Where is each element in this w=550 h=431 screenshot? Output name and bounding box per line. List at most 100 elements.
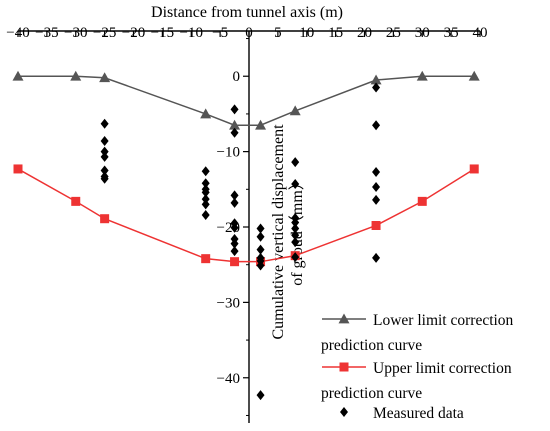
data-point [100,136,109,147]
x-tick-label: 0 [245,25,253,41]
series-1 [12,70,480,130]
series-2 [13,164,479,267]
legend-marker [339,362,349,372]
legend-label: prediction curve [321,385,422,402]
data-point [100,165,109,176]
data-point [230,104,239,115]
data-point [372,82,381,93]
x-tick-label: −10 [180,25,203,41]
legend-label: Measured data [373,405,464,422]
data-point [100,214,110,224]
data-point [291,223,300,234]
x-tick-label: −25 [93,25,116,41]
data-point [370,74,382,85]
data-point [372,166,381,177]
x-tick-label: 5 [274,25,282,41]
legend-label: prediction curve [321,337,422,354]
data-point [201,187,210,198]
data-point [256,390,265,401]
series-layer [12,70,480,401]
tick-marks [17,31,481,416]
legend-marker [340,407,348,417]
data-point [100,146,109,157]
data-point [372,194,381,205]
x-tick-label: 15 [328,25,343,41]
y-axis-title: Cumulative vertical displacement of grou… [270,120,306,340]
data-point [291,179,300,190]
data-point [230,246,239,257]
data-point [13,164,23,174]
data-point [70,70,82,81]
data-point [230,190,239,201]
data-point [71,196,81,206]
series-3 [100,82,381,401]
tick-labels: −40 −35 −30 −25 −20 −15 −10 −5 0 5 10 15 20 25 30 35 40 0… [6,25,487,387]
legend-item-1: Lower limit correction prediction curve [321,312,514,354]
data-point [99,72,111,83]
legend-marker [338,313,350,324]
series-line [18,75,475,126]
data-point [372,252,381,263]
data-point [200,108,212,119]
data-point [12,70,24,81]
x-tick-label: −15 [151,25,174,41]
data-point [201,254,211,264]
x-tick-label: 30 [415,25,430,41]
data-point [230,222,239,233]
data-point [291,230,300,241]
x-tick-label: 20 [357,25,372,41]
data-point [201,209,210,220]
data-point [201,199,210,210]
series-line [17,168,475,263]
y-tick-label: −30 [217,295,240,311]
legend-item-2: Upper limit correction prediction curve [321,360,512,402]
svg-text:Cumulative vertical displaceme: Cumulative vertical displacement of grou… [270,120,306,339]
legend-item-3: Measured data [340,405,464,422]
data-point [100,118,109,129]
data-point [372,182,381,193]
x-tick-label: −40 [6,25,29,41]
data-point [229,119,241,130]
x-tick-label: −20 [122,25,145,41]
data-point [256,231,265,242]
data-point [201,194,210,205]
data-point [469,164,479,174]
data-point [256,223,265,234]
data-point [417,196,427,206]
data-point [289,105,301,116]
x-tick-label: −5 [212,25,228,41]
data-point [100,151,109,162]
x-tick-label: −30 [64,25,87,41]
data-point [291,157,300,168]
data-point [372,120,381,131]
x-tick-label: 25 [386,25,401,41]
data-point [256,260,265,271]
data-point [255,119,267,130]
x-tick-label: −35 [35,25,58,41]
y-tick-label: 0 [233,69,241,85]
data-point [291,217,300,228]
data-point [100,173,109,184]
x-tick-label: 35 [444,25,459,41]
data-point [230,257,240,267]
data-point [230,127,239,138]
y-tick-label: −10 [217,145,240,161]
data-point [230,197,239,208]
data-point [201,178,210,189]
legend-label: Upper limit correction [373,360,512,377]
data-point [291,252,300,263]
x-axis-title: Distance from tunnel axis (m) [151,4,343,21]
y-axis-title-line-1: Cumulative vertical displacement [270,124,287,340]
x-tick-label: 10 [299,25,314,41]
y-tick-label: −40 [217,371,240,387]
data-point [468,70,480,81]
data-point [256,244,265,255]
data-point [416,70,428,81]
legend-label: Lower limit correction [373,312,514,329]
data-point [371,220,381,230]
data-point [201,166,210,177]
data-point [291,237,300,248]
data-point [230,238,239,249]
